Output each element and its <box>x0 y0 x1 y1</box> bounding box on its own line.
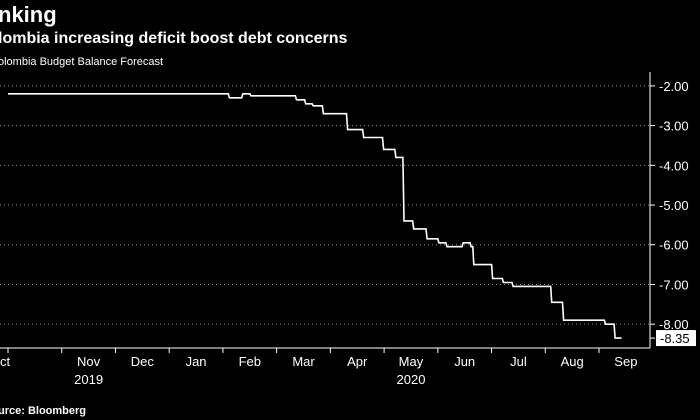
y-tick-label: -5.00 <box>659 198 689 213</box>
label-layer: -8.35 <box>650 330 696 347</box>
last-value-box <box>656 330 696 347</box>
x-tick-label: Dec <box>131 354 155 369</box>
x-tick-label: Jun <box>454 354 475 369</box>
x-tick-label: Sep <box>614 354 637 369</box>
series-label: olombia Budget Balance Forecast <box>0 56 164 68</box>
x-tick-label: Aug <box>561 354 584 369</box>
x-tick-label: Jul <box>510 354 527 369</box>
source-note: urce: Bloomberg <box>0 405 87 417</box>
grid-layer <box>0 85 650 325</box>
x-tick-label: Feb <box>239 354 261 369</box>
x-tick-label: ct <box>0 354 11 369</box>
x-tick-label: Jan <box>186 354 207 369</box>
y-tick-label: -8.00 <box>659 317 689 332</box>
y-tick-label: -7.00 <box>659 277 689 292</box>
last-value-label: -8.35 <box>660 331 690 346</box>
y-tick-label: -6.00 <box>659 238 689 253</box>
x-tick-label: Mar <box>292 354 315 369</box>
series-layer <box>8 93 622 339</box>
series-line <box>8 93 622 339</box>
x-tick-label: Nov <box>77 354 101 369</box>
chart-subtitle: lombia increasing deficit boost debt con… <box>0 30 348 47</box>
x-tick-label: Apr <box>347 354 368 369</box>
axis-layer: -2.00 -3.00 -4.00 -5.00 -6.00 -7.00 -8.00 ct Nov… <box>0 72 689 387</box>
chart-title: nking <box>0 2 57 27</box>
x-year-label: 2020 <box>397 372 426 387</box>
y-tick-label: -4.00 <box>659 158 689 173</box>
y-tick-label: -2.00 <box>659 79 689 94</box>
x-tick-label: May <box>399 354 424 369</box>
y-tick-label: -3.00 <box>659 119 689 134</box>
x-year-label: 2019 <box>74 372 103 387</box>
